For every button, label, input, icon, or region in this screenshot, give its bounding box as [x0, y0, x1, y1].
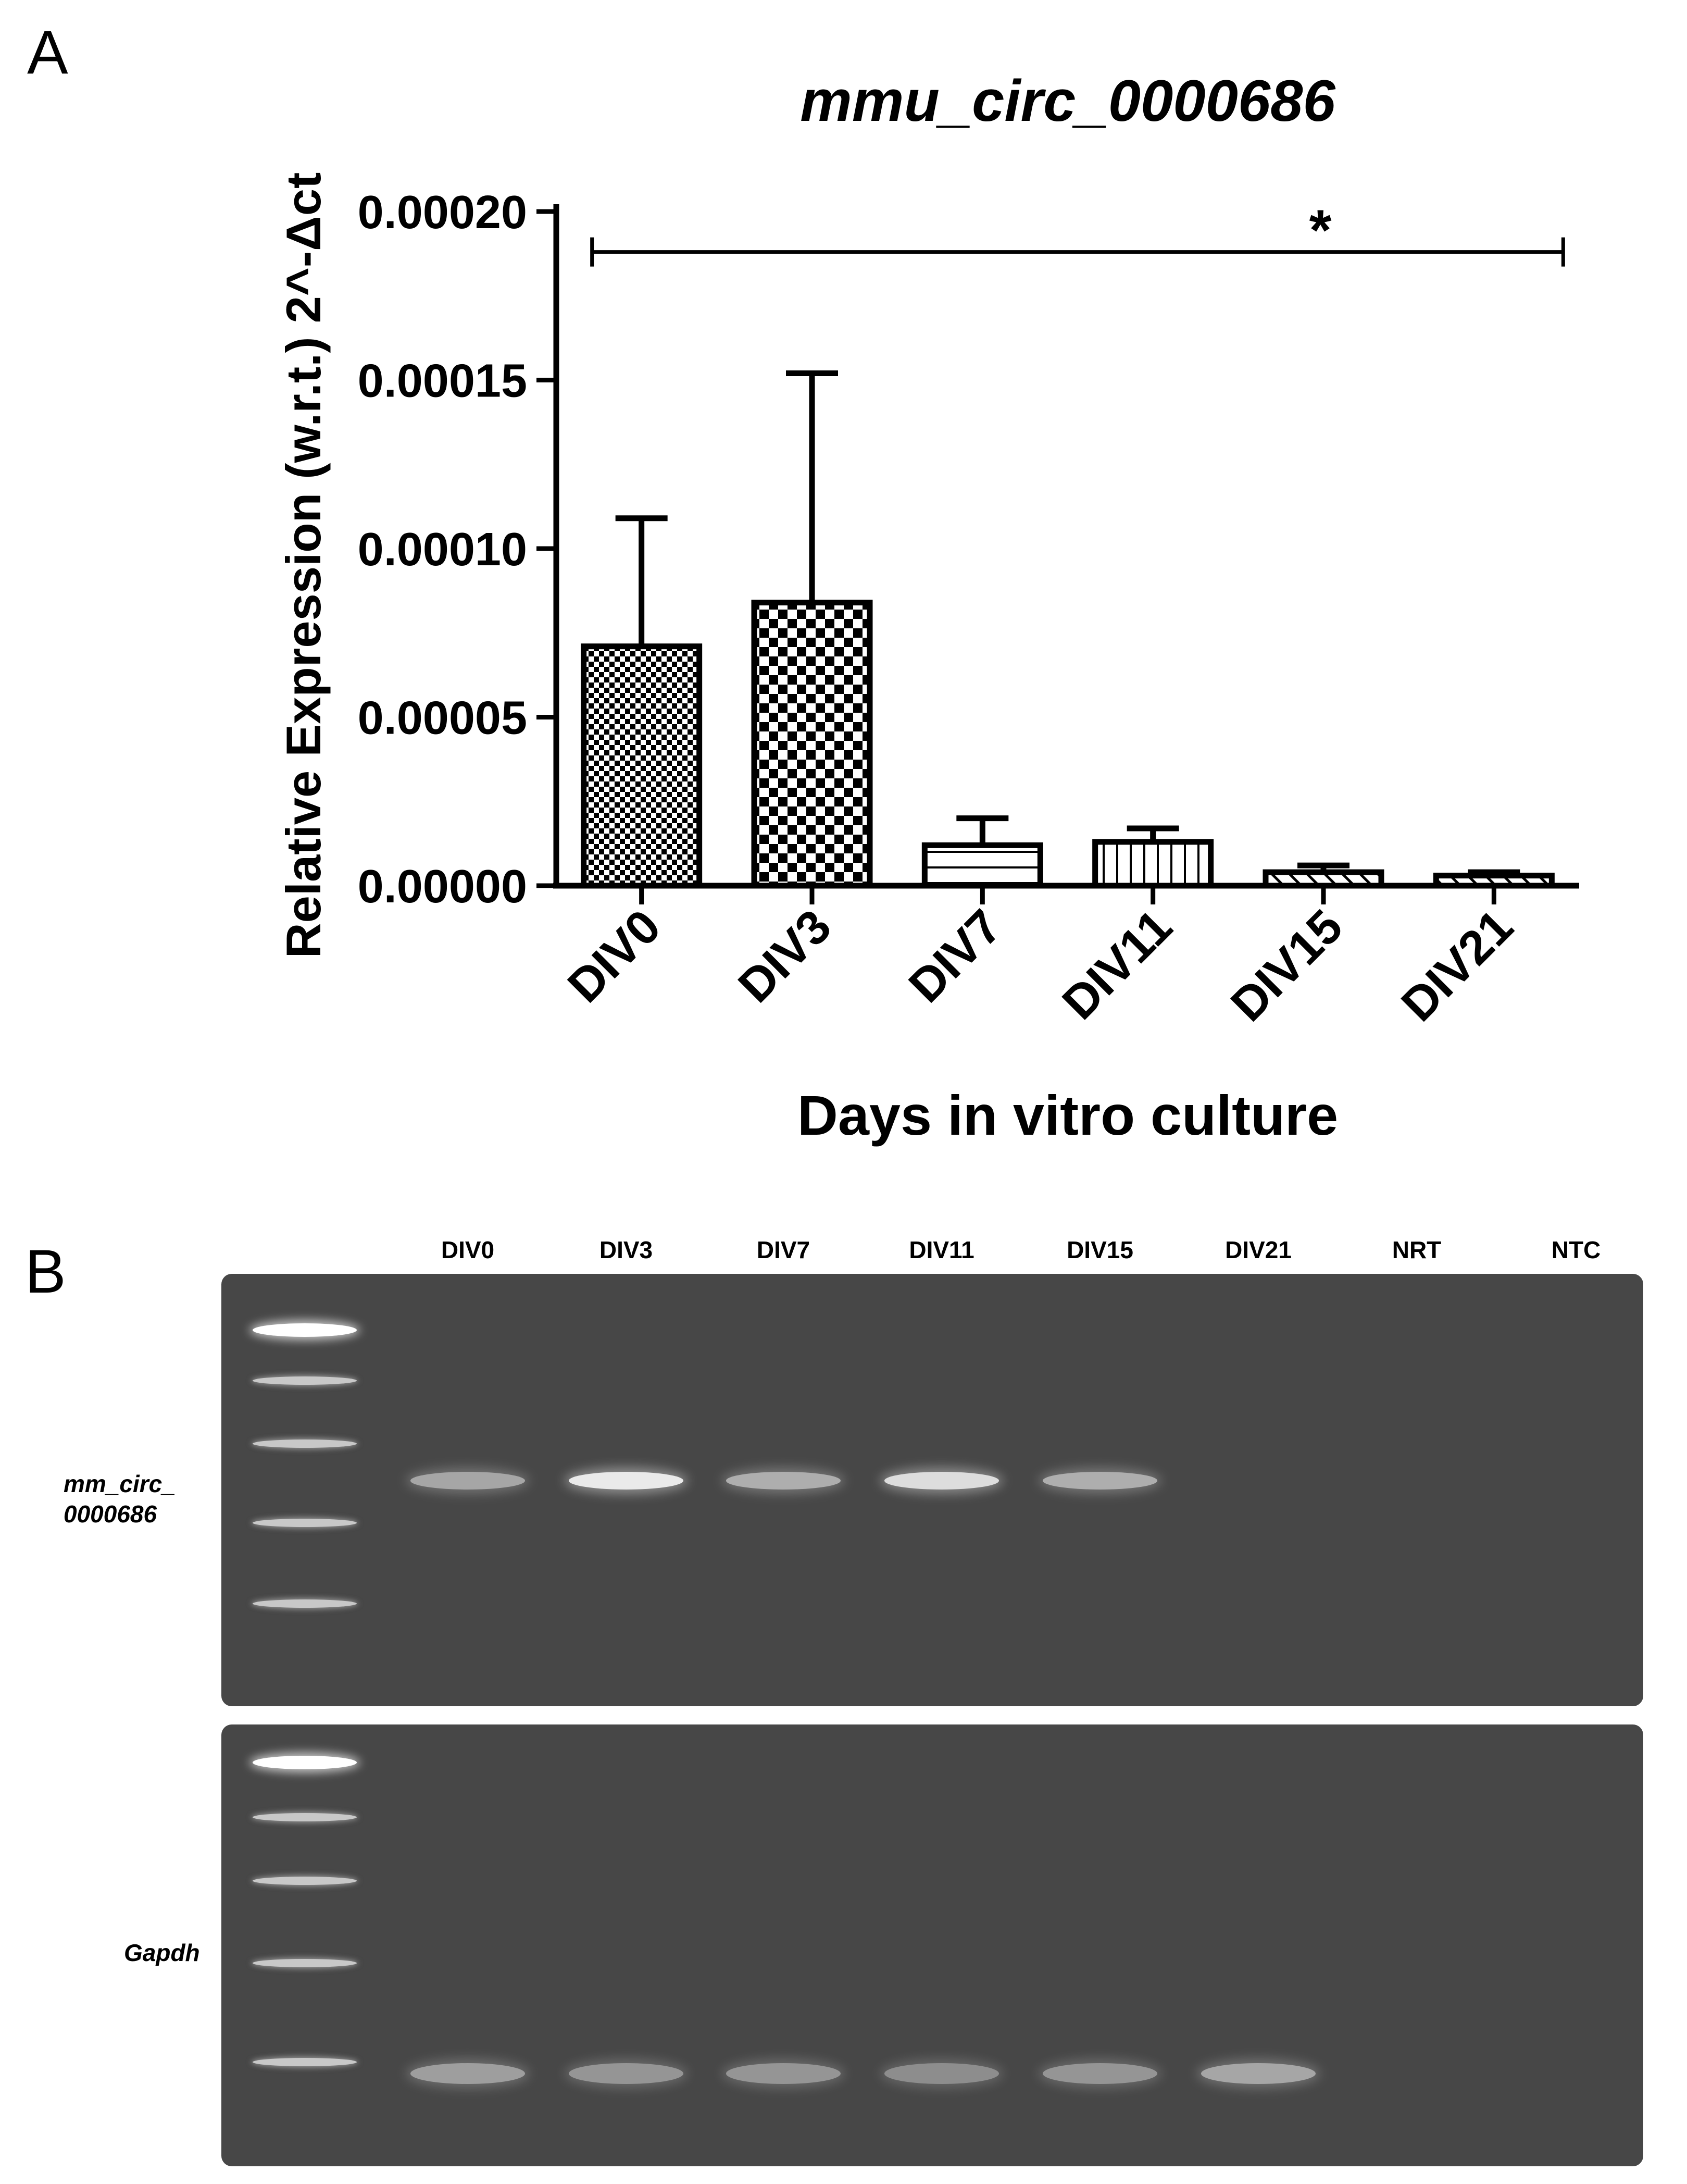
y-tick-label: 0.00005 — [358, 692, 527, 744]
panel-b-letter: B — [25, 1237, 66, 1306]
gel-lane-label: DIV0 — [441, 1236, 495, 1263]
ladder-band — [253, 1959, 357, 1967]
bar-chart: mmu_circ_0000686 Relative Expression (w.… — [276, 68, 1579, 1147]
ladder-band — [253, 1519, 357, 1527]
gel-lane-label: DIV15 — [1067, 1236, 1133, 1263]
x-axis-label: Days in vitro culture — [797, 1084, 1338, 1147]
gel-lane-label: DIV7 — [756, 1236, 810, 1263]
x-tick-label: DIV15 — [1221, 900, 1353, 1032]
sample-band — [1201, 2063, 1316, 2084]
ladder-band — [253, 1877, 357, 1885]
sample-band — [410, 2063, 525, 2084]
y-axis-label: Relative Expression (w.r.t.) 2^-Δct — [276, 172, 331, 959]
ladder-band — [253, 1756, 357, 1769]
bar-div11 — [1092, 839, 1214, 889]
bar-div7 — [921, 842, 1043, 889]
ladder-band — [253, 1440, 357, 1448]
x-axis-ticks: DIV0 DIV3 DIV7 DIV11 DIV15 DIV21 — [558, 886, 1523, 1032]
sample-band — [884, 2063, 999, 2084]
gel-lane-label: DIV3 — [599, 1236, 653, 1263]
sample-band — [726, 2063, 841, 2084]
y-axis-ticks: 0.00000 0.00005 0.00010 0.00015 0.00020 — [358, 187, 556, 913]
bar-div0 — [581, 643, 703, 889]
sample-band — [726, 1472, 841, 1490]
y-tick-label: 0.00020 — [358, 187, 527, 239]
significance-label: * — [1309, 198, 1332, 263]
gel-lane-label: DIV11 — [909, 1236, 974, 1263]
x-tick-label: DIV21 — [1392, 900, 1523, 1032]
y-tick-label: 0.00010 — [358, 524, 527, 576]
sample-band — [569, 2063, 683, 2084]
sample-band — [569, 1472, 683, 1490]
bottom-row-label: Gapdh — [124, 1939, 200, 1966]
gel-image-bottom — [221, 1724, 1643, 2166]
x-tick-label: DIV7 — [899, 900, 1012, 1013]
ladder-band — [253, 1599, 357, 1608]
chart-title: mmu_circ_0000686 — [800, 68, 1335, 133]
panel-a-letter: A — [27, 18, 68, 87]
gel-image-top — [221, 1274, 1643, 1706]
x-tick-label: DIV0 — [558, 900, 671, 1013]
x-tick-label: DIV11 — [1052, 900, 1182, 1029]
gel-lane-label: NTC — [1551, 1236, 1601, 1263]
x-tick-label: DIV3 — [728, 900, 841, 1013]
gel-lane-label: NRT — [1392, 1236, 1442, 1263]
ladder-band — [253, 1813, 357, 1821]
significance-bracket: * — [590, 198, 1565, 267]
ladder-band — [253, 1323, 357, 1337]
gel-panel: B DIV0 DIV3 DIV7 DIV11 DIV15 DIV21 NRT NTC mm_c… — [0, 1198, 1687, 2184]
sample-band — [884, 1472, 999, 1490]
sample-band — [1043, 1472, 1157, 1490]
bar-div3 — [751, 600, 873, 889]
gel-lane-label: DIV21 — [1225, 1236, 1292, 1263]
y-tick-label: 0.00000 — [358, 861, 527, 913]
bars — [581, 370, 1555, 889]
ladder-band — [253, 1376, 357, 1385]
y-tick-label: 0.00015 — [358, 355, 527, 407]
ladder-band — [253, 2058, 357, 2066]
sample-band — [1043, 2063, 1157, 2084]
top-row-label: mm_circ_ 0000686 — [64, 1470, 176, 1528]
sample-band — [410, 1472, 525, 1490]
